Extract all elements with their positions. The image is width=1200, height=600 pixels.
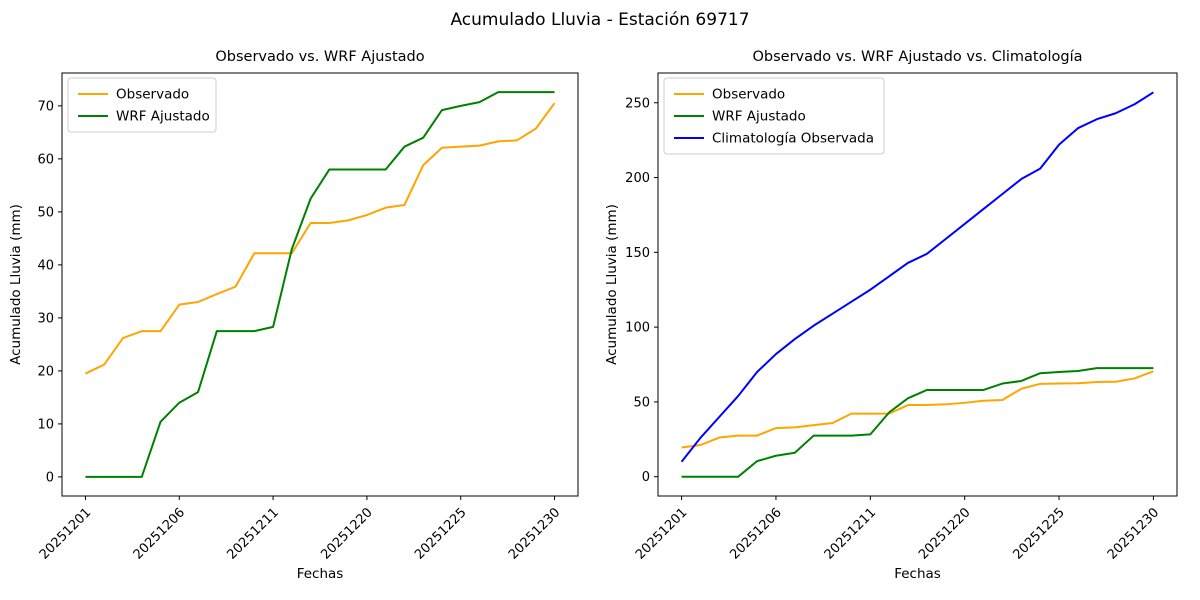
x-axis-label: Fechas: [297, 566, 344, 582]
y-tick-label: 250: [625, 96, 650, 111]
legend-label: Climatología Observada: [712, 131, 874, 147]
x-axis-label: Fechas: [894, 566, 941, 582]
x-tick-label: 20251230: [1105, 505, 1162, 562]
legend-box: [663, 77, 885, 155]
legend-label: WRF Ajustado: [116, 109, 210, 125]
x-tick-label: 20251206: [131, 505, 188, 562]
y-axis-label: Acumulado Lluvia (mm): [604, 204, 620, 365]
legend-label: Observado: [116, 87, 189, 103]
y-tick-label: 70: [37, 99, 54, 114]
series-line-wrf-ajustado: [85, 91, 555, 478]
y-tick-label: 40: [37, 258, 54, 273]
chart-observado-vs-wrf-vs-climatologia: Observado vs. WRF Ajustado vs. Climatolo…: [600, 0, 1200, 600]
subplot-title: Observado vs. WRF Ajustado: [215, 49, 424, 65]
plot-frame: [61, 72, 579, 497]
y-tick-label: 0: [46, 470, 54, 485]
y-tick-label: 30: [37, 311, 54, 326]
y-tick-label: 10: [37, 417, 54, 432]
legend-box: [67, 77, 217, 133]
series-line-climatolog-a-observada: [680, 91, 1154, 463]
y-axis-label: Acumulado Lluvia (mm): [8, 204, 24, 365]
y-tick-label: 20: [37, 364, 54, 379]
y-tick-label: 100: [625, 321, 650, 336]
x-tick-label: 20251220: [318, 505, 375, 562]
legend-label: Observado: [712, 87, 785, 103]
x-tick-label: 20251211: [822, 505, 879, 562]
x-tick-label: 20251211: [225, 505, 282, 562]
legend-label: WRF Ajustado: [712, 109, 806, 125]
plot-frame: [657, 72, 1178, 497]
y-tick-label: 50: [37, 205, 54, 220]
legend: Observado WRF Ajustado Climatología Observ…: [663, 77, 885, 155]
series-line-observado: [85, 102, 556, 375]
y-tick-label: 200: [625, 171, 650, 186]
x-tick-label: 20251225: [1010, 505, 1067, 562]
x-tick-label: 20251230: [506, 505, 563, 562]
legend: Observado WRF Ajustado: [67, 77, 217, 133]
series-line-observado: [681, 370, 1154, 449]
y-tick-label: 150: [625, 246, 650, 261]
figure-title: Acumulado Lluvia - Estación 69717: [450, 10, 750, 30]
x-tick-label: 20251206: [727, 505, 784, 562]
x-tick-label: 20251220: [916, 505, 973, 562]
x-tick-label: 20251201: [633, 505, 690, 562]
line-chart-svg: Observado vs. WRF Ajustado 0 10 20 30 40 50 60 7…: [8, 49, 579, 582]
chart-observado-vs-wrf: Observado vs. WRF Ajustado 0 10 20 30 40 50 60 7…: [8, 49, 579, 582]
x-tick-label: 20251201: [37, 505, 94, 562]
x-tick-label: 20251225: [412, 505, 469, 562]
line-chart-svg: Observado vs. WRF Ajustado vs. Climatolo…: [604, 49, 1178, 582]
y-tick-label: 50: [633, 395, 650, 410]
subplot-title: Observado vs. WRF Ajustado vs. Climatolo…: [753, 49, 1083, 65]
y-tick-label: 0: [642, 470, 650, 485]
y-tick-label: 60: [37, 152, 54, 167]
series-line-wrf-ajustado: [681, 367, 1154, 478]
